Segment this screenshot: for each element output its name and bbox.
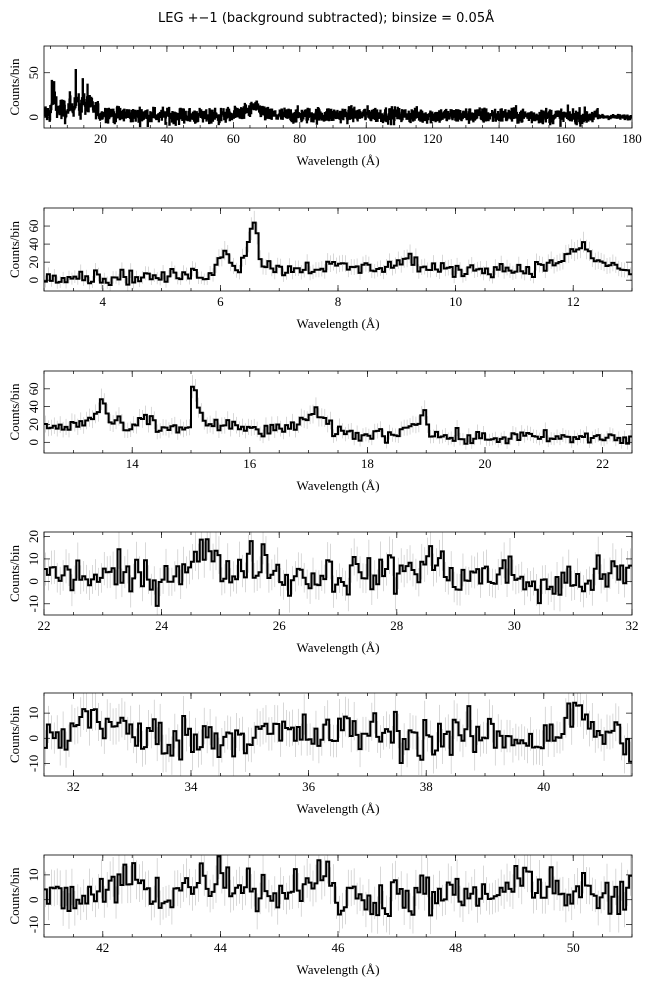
- error-bars: [45, 855, 631, 935]
- x-tick-label: 28: [390, 618, 403, 633]
- x-tick-label: 120: [423, 131, 443, 146]
- y-tick-label: 10: [26, 868, 41, 881]
- x-tick-label: 48: [449, 940, 462, 955]
- y-tick-label: 20: [26, 256, 41, 269]
- y-tick-label: -10: [26, 755, 41, 772]
- spectrum-series: [44, 385, 632, 445]
- y-tick-label: 0: [26, 114, 41, 121]
- y-tick-label: 0: [26, 439, 41, 446]
- x-tick-label: 50: [567, 940, 580, 955]
- spectrum-series: [44, 701, 632, 764]
- x-tick-label: 80: [293, 131, 306, 146]
- x-tick-label: 10: [449, 294, 462, 309]
- y-tick-label: -10: [26, 595, 41, 612]
- y-tick-label: 10: [26, 552, 41, 565]
- x-tick-label: 60: [227, 131, 240, 146]
- x-tick-label: 100: [356, 131, 376, 146]
- x-tick-label: 14: [126, 456, 140, 471]
- x-tick-label: 22: [596, 456, 609, 471]
- x-tick-label: 38: [420, 779, 433, 794]
- x-tick-label: 32: [67, 779, 80, 794]
- y-axis-label: Counts/bin: [7, 58, 22, 116]
- y-tick-label: 20: [26, 418, 41, 431]
- x-tick-label: 12: [567, 294, 580, 309]
- panel-4: 22 24 26 28 30 32 -10 0 10 20 Wavelength (Å) Counts…: [7, 530, 639, 655]
- plot-frame: [43, 531, 633, 616]
- plot-frame: [43, 370, 633, 454]
- y-tick-label: 0: [26, 578, 41, 585]
- x-tick-label: 40: [537, 779, 550, 794]
- spectrum-series: [44, 538, 632, 607]
- spectrum-series: [44, 221, 632, 286]
- x-tick-label: 6: [217, 294, 224, 309]
- x-tick-label: 22: [38, 618, 51, 633]
- x-axis-label: Wavelength (Å): [296, 153, 379, 168]
- y-axis-label: Counts/bin: [7, 705, 22, 763]
- spectrum-series: [44, 855, 632, 917]
- error-bars: [45, 375, 631, 450]
- x-tick-label: 34: [185, 779, 199, 794]
- x-axis-label: Wavelength (Å): [296, 316, 379, 331]
- x-tick-label: 8: [335, 294, 342, 309]
- x-axis-label: Wavelength (Å): [296, 478, 379, 493]
- x-tick-label: 24: [155, 618, 169, 633]
- y-tick-label: 50: [26, 66, 41, 79]
- x-tick-label: 32: [626, 618, 639, 633]
- x-tick-label: 40: [160, 131, 173, 146]
- y-tick-label: 60: [26, 382, 41, 395]
- x-axis-label: Wavelength (Å): [296, 962, 379, 977]
- x-tick-label: 16: [243, 456, 257, 471]
- figure-title: LEG +−1 (background subtracted); binsize…: [158, 10, 494, 26]
- y-axis-label: Counts/bin: [7, 867, 22, 925]
- x-axis-label: Wavelength (Å): [296, 801, 379, 816]
- y-tick-label: 0: [26, 896, 41, 903]
- panel-1: 20 40 60 80 100 120 140 160 180 0 50 Wavelength (Å)…: [7, 45, 642, 168]
- y-tick-label: 60: [26, 220, 41, 233]
- y-tick-label: 40: [26, 238, 41, 251]
- panel-6: 42 44 46 48 50 -10 0 10 Wavelength (Å) Counts/bin: [7, 854, 633, 977]
- x-tick-label: 18: [361, 456, 374, 471]
- y-axis-label: Counts/bin: [7, 220, 22, 278]
- x-tick-label: 42: [96, 940, 109, 955]
- y-tick-label: 0: [26, 277, 41, 284]
- panel-2: 4 6 8 10 12 0 20 40 60 Wavelength (Å) Counts/bin: [7, 207, 633, 331]
- x-tick-label: 140: [489, 131, 509, 146]
- y-axis-label: Counts/bin: [7, 544, 22, 602]
- x-tick-label: 44: [214, 940, 228, 955]
- y-tick-label: -10: [26, 916, 41, 933]
- y-tick-label: 40: [26, 400, 41, 413]
- y-tick-label: 10: [26, 707, 41, 720]
- panel-5: 32 34 36 38 40 -10 0 10 Wavelength (Å) Counts/bin: [7, 692, 633, 816]
- x-tick-label: 20: [479, 456, 492, 471]
- x-tick-label: 30: [508, 618, 521, 633]
- x-tick-label: 160: [556, 131, 576, 146]
- y-tick-label: 0: [26, 735, 41, 742]
- y-tick-label: 20: [26, 530, 41, 543]
- x-tick-label: 26: [273, 618, 287, 633]
- y-axis-label: Counts/bin: [7, 383, 22, 441]
- error-bars: [45, 210, 631, 291]
- x-tick-label: 4: [100, 294, 107, 309]
- spectrum-series: [44, 69, 632, 128]
- panel-3: 14 16 18 20 22 0 20 40 60 Wavelength (Å) Counts/bi…: [7, 370, 633, 493]
- x-tick-label: 20: [94, 131, 107, 146]
- x-tick-label: 180: [622, 131, 642, 146]
- x-tick-label: 46: [332, 940, 346, 955]
- x-tick-label: 36: [302, 779, 316, 794]
- x-axis-label: Wavelength (Å): [296, 640, 379, 655]
- plot-frame: [43, 45, 633, 129]
